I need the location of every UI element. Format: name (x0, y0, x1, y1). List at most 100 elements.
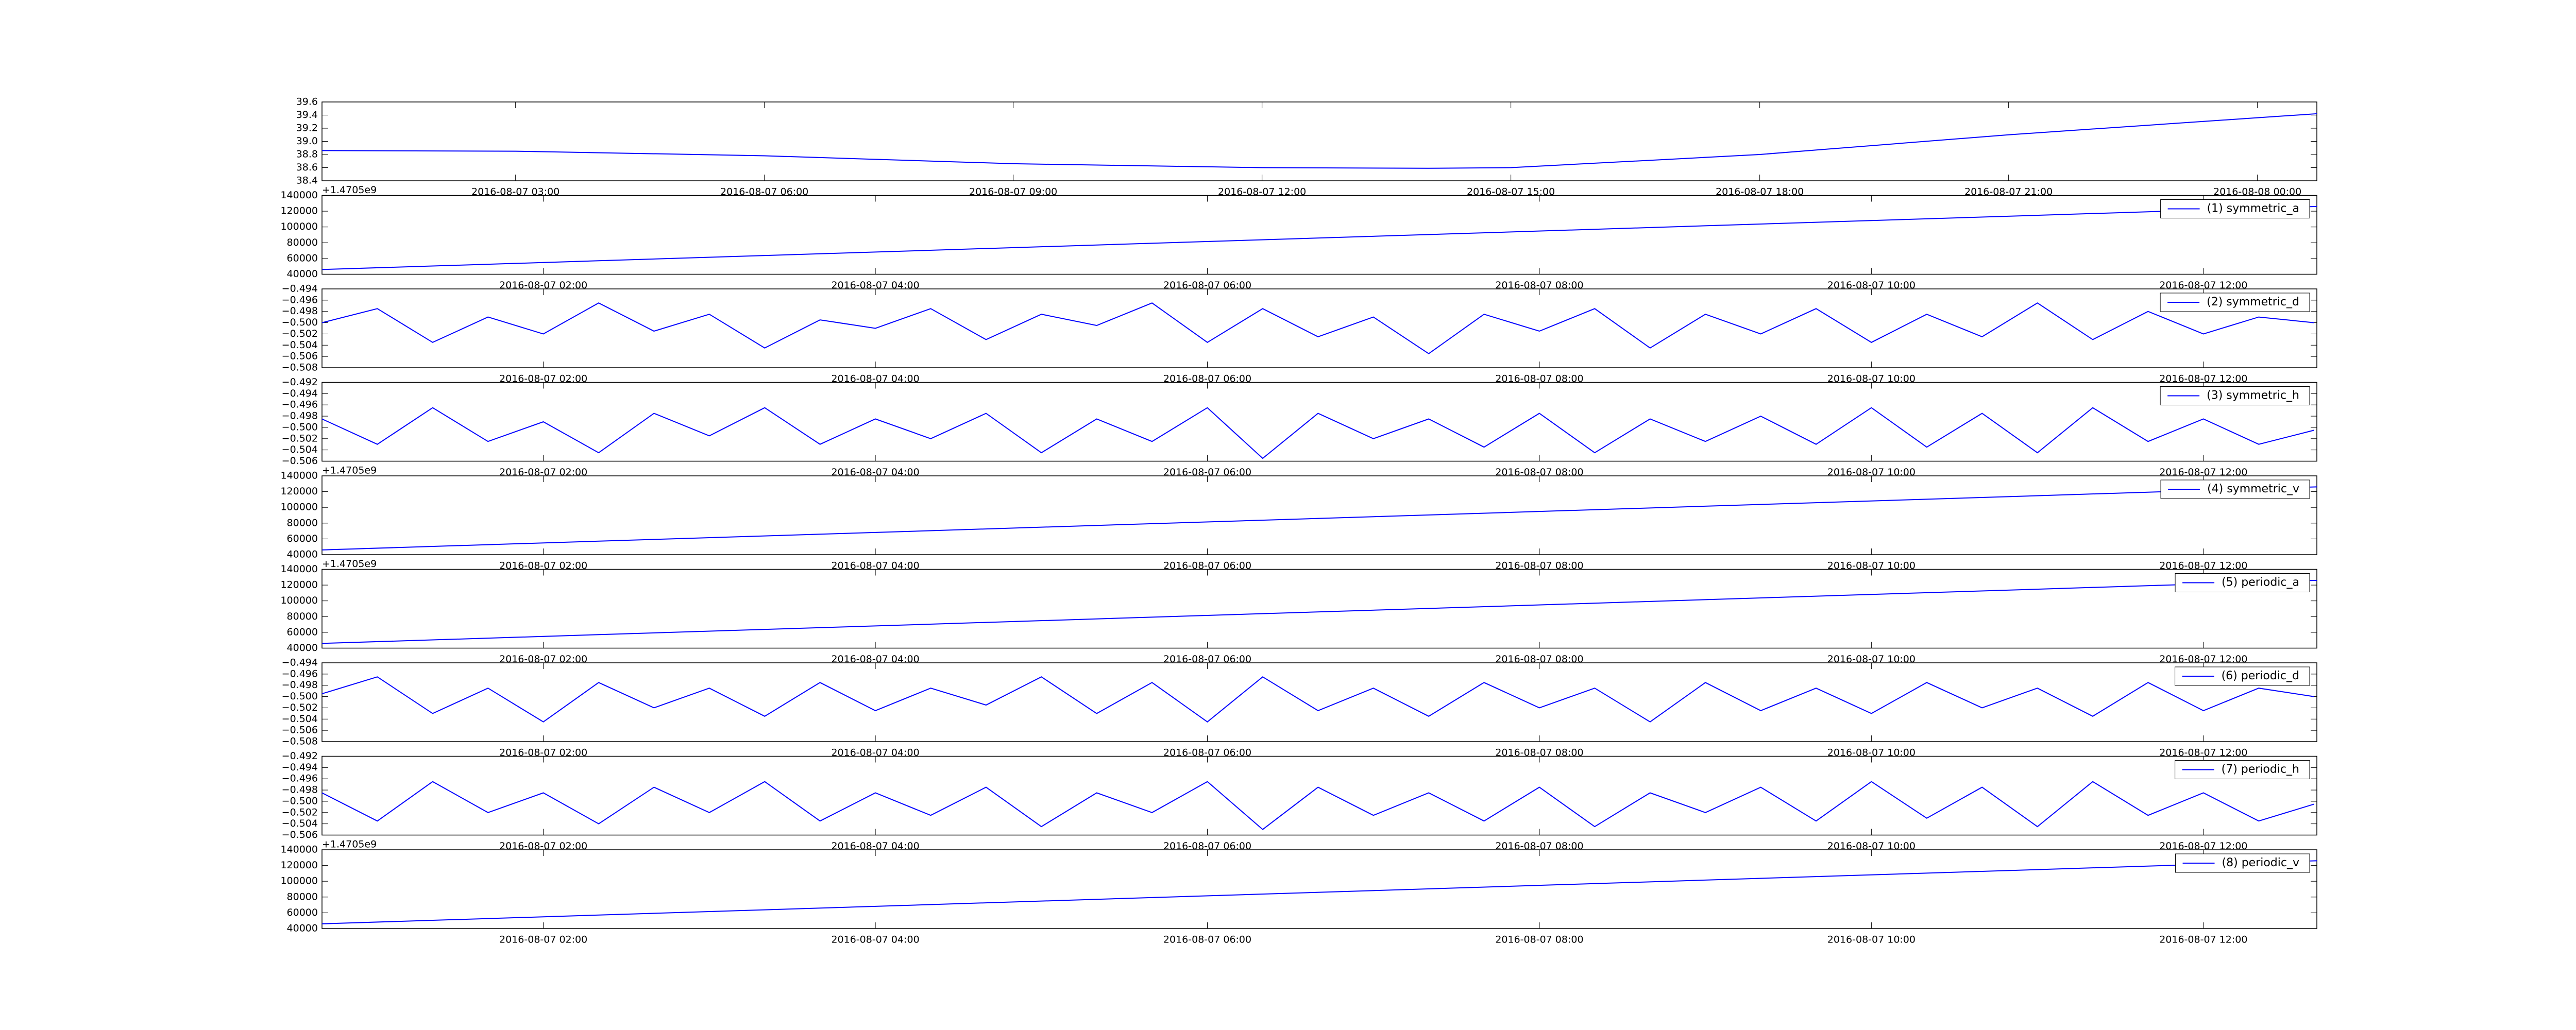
y-tick-label: −0.506 (282, 829, 318, 840)
y-tick-label: −0.506 (282, 351, 318, 362)
y-tick-label: −0.504 (282, 713, 318, 725)
y-tick-label: −0.500 (282, 421, 318, 433)
y-tick-label: −0.500 (282, 317, 318, 328)
x-tick-label: 2016-08-07 04:00 (831, 560, 919, 572)
legend-label: (5) periodic_a (2222, 576, 2299, 589)
series-line (321, 302, 2314, 354)
x-tick-label: 2016-08-07 02:00 (499, 280, 587, 291)
x-tick-label: 2016-08-07 08:00 (1495, 467, 1583, 478)
x-tick-label: 2016-08-08 00:00 (2213, 186, 2301, 198)
y-tick-label: −0.504 (282, 818, 318, 829)
x-tick-label: 2016-08-07 10:00 (1827, 654, 1916, 665)
x-tick-label: 2016-08-07 06:00 (1163, 654, 1251, 665)
y-tick-label: 100000 (280, 502, 318, 513)
legend-label: (6) periodic_d (2222, 670, 2299, 682)
y-tick-label: 39.2 (296, 123, 318, 134)
x-tick-label: 2016-08-07 12:00 (2159, 840, 2247, 852)
x-tick-label: 2016-08-07 18:00 (1716, 186, 1804, 198)
x-tick-label: 2016-08-07 10:00 (1827, 467, 1916, 478)
y-tick-label: −0.496 (282, 294, 318, 305)
x-tick-label: 2016-08-07 04:00 (831, 654, 919, 665)
y-tick-label: 60000 (287, 533, 318, 544)
y-tick-label: 80000 (287, 611, 318, 622)
axes-frame (321, 195, 2317, 275)
y-tick-label: −0.494 (282, 762, 318, 773)
y-tick-label: −0.504 (282, 339, 318, 351)
y-tick-label: 60000 (287, 626, 318, 638)
x-tick-label: 2016-08-07 04:00 (831, 280, 919, 291)
y-tick-label: 100000 (280, 876, 318, 887)
offset-text: +1.4705e9 (322, 839, 377, 850)
axes-frame (321, 569, 2317, 649)
x-tick-label: 2016-08-07 09:00 (969, 186, 1057, 198)
y-tick-label: −0.500 (282, 691, 318, 702)
x-tick-label: 2016-08-07 21:00 (1964, 186, 2053, 198)
x-tick-label: 2016-08-07 10:00 (1827, 280, 1916, 291)
y-tick-label: 140000 (280, 190, 318, 201)
y-tick-label: −0.498 (282, 679, 318, 691)
y-tick-label: 40000 (287, 549, 318, 560)
y-tick-label: 140000 (280, 470, 318, 482)
axes-frame (321, 101, 2317, 181)
y-tick-label: −0.494 (282, 283, 318, 295)
y-tick-label: 100000 (280, 221, 318, 232)
y-tick-label: −0.496 (282, 668, 318, 679)
x-tick-label: 2016-08-07 06:00 (1163, 467, 1251, 478)
y-tick-label: −0.494 (282, 388, 318, 399)
y-tick-label: 60000 (287, 907, 318, 918)
y-tick-label: 120000 (280, 486, 318, 497)
y-tick-label: 120000 (280, 579, 318, 591)
y-tick-label: −0.500 (282, 795, 318, 806)
axes-frame (321, 756, 2317, 836)
x-tick-label: 2016-08-07 12:00 (2159, 467, 2247, 478)
y-tick-label: 40000 (287, 268, 318, 280)
x-tick-label: 2016-08-07 08:00 (1495, 654, 1583, 665)
series-line (321, 676, 2314, 723)
offset-text: +1.4705e9 (322, 465, 377, 476)
axes-frame (321, 662, 2317, 742)
legend-label: (1) symmetric_a (2207, 202, 2299, 215)
x-tick-label: 2016-08-07 06:00 (1163, 373, 1251, 385)
legend-label: (2) symmetric_d (2207, 296, 2299, 308)
y-tick-label: 120000 (280, 860, 318, 871)
x-tick-label: 2016-08-07 12:00 (1218, 186, 1306, 198)
y-tick-label: −0.502 (282, 328, 318, 339)
x-tick-label: 2016-08-07 02:00 (499, 373, 587, 385)
y-tick-label: −0.498 (282, 410, 318, 422)
x-tick-label: 2016-08-07 06:00 (1163, 280, 1251, 291)
axes-frame (321, 849, 2317, 929)
x-tick-label: 2016-08-07 04:00 (831, 747, 919, 759)
x-tick-label: 2016-08-07 02:00 (499, 747, 587, 759)
y-tick-label: 80000 (287, 891, 318, 902)
y-tick-label: −0.506 (282, 725, 318, 736)
x-tick-label: 2016-08-07 06:00 (1163, 934, 1251, 946)
x-tick-label: 2016-08-07 12:00 (2159, 934, 2247, 946)
y-tick-label: 100000 (280, 595, 318, 606)
x-tick-label: 2016-08-07 02:00 (499, 840, 587, 852)
x-tick-label: 2016-08-07 12:00 (2159, 654, 2247, 665)
y-tick-label: 38.8 (296, 149, 318, 160)
x-tick-label: 2016-08-07 08:00 (1495, 560, 1583, 572)
x-tick-label: 2016-08-07 08:00 (1495, 747, 1583, 759)
x-tick-label: 2016-08-07 02:00 (499, 934, 587, 946)
legend-label: (4) symmetric_v (2207, 483, 2299, 495)
y-tick-label: −0.506 (282, 455, 318, 467)
x-tick-label: 2016-08-07 06:00 (720, 186, 808, 198)
x-tick-label: 2016-08-07 10:00 (1827, 560, 1916, 572)
x-tick-label: 2016-08-07 06:00 (1163, 840, 1251, 852)
y-tick-label: −0.498 (282, 784, 318, 796)
y-tick-label: 39.6 (296, 96, 318, 108)
x-tick-label: 2016-08-07 03:00 (471, 186, 560, 198)
y-tick-label: 39.0 (296, 135, 318, 147)
y-tick-label: 38.6 (296, 162, 318, 173)
offset-text: +1.4705e9 (322, 558, 377, 570)
x-tick-label: 2016-08-07 02:00 (499, 467, 587, 478)
y-tick-label: −0.504 (282, 444, 318, 455)
x-tick-label: 2016-08-07 12:00 (2159, 280, 2247, 291)
y-tick-label: −0.492 (282, 376, 318, 388)
y-tick-label: 80000 (287, 237, 318, 248)
x-tick-label: 2016-08-07 12:00 (2159, 560, 2247, 572)
x-tick-label: 2016-08-07 10:00 (1827, 840, 1916, 852)
x-tick-label: 2016-08-07 06:00 (1163, 747, 1251, 759)
